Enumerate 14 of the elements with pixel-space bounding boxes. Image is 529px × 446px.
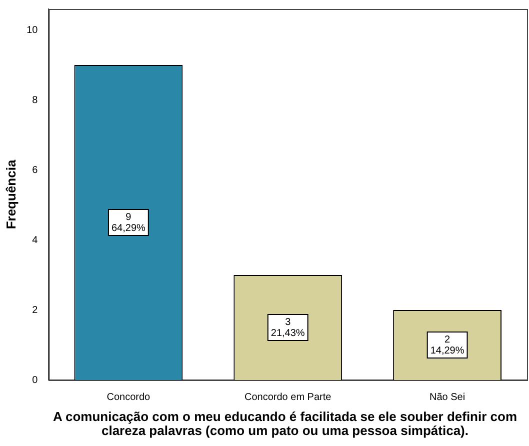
y-tick-label: 8 xyxy=(32,94,38,106)
y-tick-label: 10 xyxy=(26,24,38,36)
x-tick-label: Concordo em Parte xyxy=(244,392,332,403)
x-tick-label: Não Sei xyxy=(430,392,466,403)
x-axis-title: A comunicação com o meu educando é facilitada se ele souber definir com clareza palavras (como um pato ou uma pessoa simpática). xyxy=(52,409,518,438)
data-label: 2 14,29% xyxy=(430,334,464,356)
data-label: 9 64,29% xyxy=(111,212,146,234)
y-axis-title: Frequência xyxy=(3,159,18,230)
y-tick-label: 6 xyxy=(32,164,38,176)
y-tick-label: 0 xyxy=(32,374,38,386)
data-label: 3 21,43% xyxy=(270,316,305,339)
y-tick-label: 4 xyxy=(32,234,38,246)
x-tick-label: Concordo xyxy=(106,392,151,403)
y-tick-label: 2 xyxy=(32,304,38,316)
